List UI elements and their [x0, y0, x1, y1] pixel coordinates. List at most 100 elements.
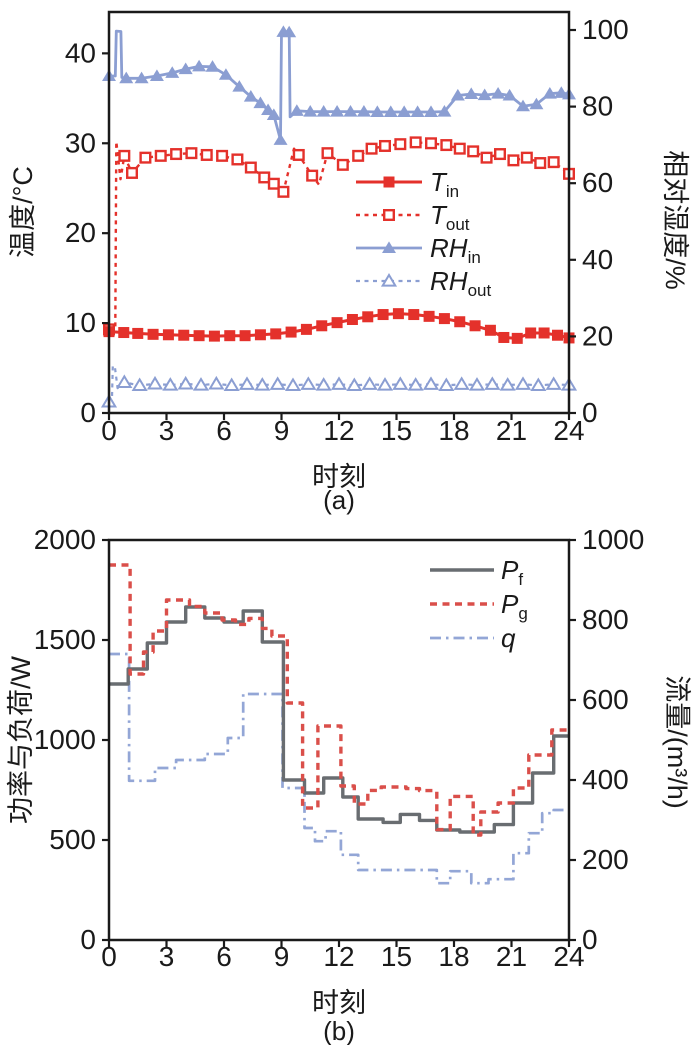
x-tick-label: 12 — [323, 415, 354, 446]
x-tick-label: 12 — [323, 941, 354, 972]
RH_in-marker — [149, 69, 164, 81]
RH_out-marker — [361, 376, 378, 390]
y-right-tick-label: 100 — [582, 14, 629, 45]
x-tick-label: 15 — [381, 941, 412, 972]
RH_out-marker — [238, 376, 256, 390]
legend-label-T_out: Tout — [430, 200, 470, 234]
RH_in-marker — [232, 80, 247, 92]
T_in-marker — [178, 329, 190, 341]
legend-marker-T_in — [383, 176, 395, 188]
T_out-marker — [467, 145, 480, 158]
T_out-marker — [231, 153, 244, 166]
RH_in-marker — [253, 96, 268, 109]
y-right-tick-label: 400 — [582, 764, 629, 795]
x-tick-label: 21 — [496, 941, 527, 972]
legend-marker-RH_in — [382, 241, 396, 253]
y-left-tick-label: 0 — [80, 397, 96, 428]
T_in-marker — [552, 329, 563, 341]
xlabel-b: 时刻 — [312, 988, 366, 1018]
T_out-marker — [277, 185, 290, 198]
x-tick-label: 3 — [159, 415, 175, 446]
T_out-marker — [534, 157, 547, 170]
y-right-tick-label: 0 — [582, 924, 598, 955]
T_out-marker — [352, 149, 365, 162]
T_out-marker — [216, 149, 229, 162]
y-left-tick-label: 1500 — [34, 624, 96, 655]
y-left-tick-label: 500 — [49, 824, 96, 855]
RH_in-marker — [289, 104, 304, 116]
T_in-marker — [525, 327, 537, 339]
T_out-marker — [118, 149, 131, 162]
caption-b: (b) — [323, 1016, 355, 1045]
RH_in-marker — [383, 105, 398, 117]
x-tick-label: 6 — [216, 941, 232, 972]
y-left-axis-label: 温度/°C — [8, 166, 38, 258]
T_in-marker — [270, 328, 282, 340]
x-tick-label: 0 — [101, 941, 117, 972]
RH_in-marker — [261, 103, 276, 116]
T_in-marker — [239, 330, 251, 342]
T_out-marker — [336, 158, 349, 171]
x-tick-label: 9 — [274, 415, 290, 446]
RH_out-marker — [177, 375, 194, 390]
T_in-marker — [454, 316, 466, 328]
T_in-marker — [469, 320, 481, 332]
y-right-axis-label: 相对湿度/% — [660, 150, 690, 290]
RH_in-marker — [316, 104, 331, 117]
RH_in-marker — [134, 71, 149, 84]
T_out-marker — [125, 166, 138, 179]
RH_out-marker — [514, 376, 532, 390]
RH_in-marker — [437, 104, 452, 117]
RH_in-marker — [243, 90, 258, 102]
chart-a: 0 3 6 9 12 15 18 21 24010203040020406080100温度/°C… — [8, 10, 690, 446]
T_out-marker — [520, 151, 533, 164]
T_in-marker — [392, 308, 404, 320]
RH_out-marker — [545, 376, 562, 390]
RH_out-marker — [131, 377, 148, 392]
RH_out-marker — [116, 374, 133, 388]
RH_in-marker — [542, 86, 557, 99]
legend-label-q: q — [501, 623, 516, 653]
RH_out-marker — [407, 377, 424, 391]
x-tick-label: 18 — [438, 941, 469, 972]
T_out-marker — [267, 177, 280, 190]
T_in-marker — [224, 330, 236, 342]
T_in-marker — [162, 329, 174, 341]
T_in-marker — [511, 332, 523, 344]
RH_in-marker — [282, 25, 297, 38]
y-right-tick-label: 80 — [582, 91, 613, 122]
RH_in-marker — [464, 87, 479, 99]
T_out-marker — [480, 151, 493, 164]
y-left-axis-label: 功率与负荷/W — [6, 655, 36, 824]
RH_out-marker — [315, 377, 332, 391]
y-right-tick-label: 60 — [582, 167, 613, 198]
RH_out-marker — [146, 375, 164, 390]
T_out-marker — [494, 148, 507, 161]
RH_in-marker — [356, 104, 371, 117]
series-RH_out-markers — [100, 374, 578, 408]
y-right-tick-label: 600 — [582, 684, 629, 715]
caption-a: (a) — [323, 485, 355, 515]
T_out-marker — [547, 156, 560, 169]
RH_out-marker — [269, 376, 286, 390]
RH_in-marker — [516, 99, 530, 112]
RH_out-marker — [330, 376, 348, 390]
RH_in-marker — [218, 68, 233, 80]
T_in-marker — [132, 327, 144, 339]
RH_out-marker — [254, 377, 271, 391]
T_out-marker — [409, 136, 422, 149]
T_in-marker — [346, 313, 358, 325]
y-left-tick-label: 30 — [65, 127, 96, 158]
x-tick-label: 6 — [216, 415, 232, 446]
RH_out-marker — [484, 376, 501, 390]
series-q-line — [109, 652, 569, 885]
y-right-tick-label: 0 — [582, 397, 598, 428]
y-left-tick-label: 20 — [65, 217, 96, 248]
RH_out-marker — [208, 375, 225, 390]
x-tick-label: 0 — [101, 415, 117, 446]
T_out-marker — [394, 138, 407, 151]
RH_in-marker — [303, 104, 318, 117]
T_out-marker — [200, 148, 213, 161]
RH_in-marker — [343, 104, 358, 117]
RH_in-marker — [178, 62, 193, 75]
